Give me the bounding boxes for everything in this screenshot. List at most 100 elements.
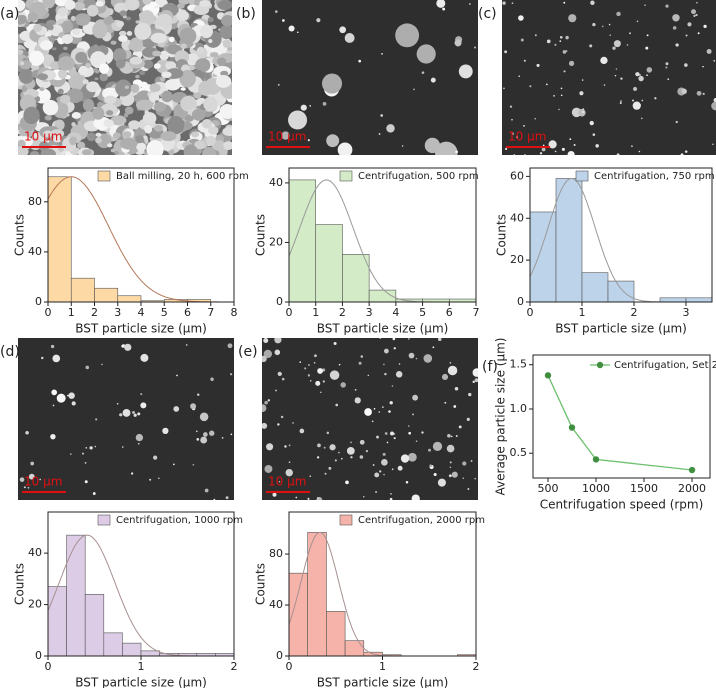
- bar: [315, 224, 343, 302]
- particle: [398, 363, 401, 365]
- particle: [390, 493, 392, 495]
- legend-label: Centrifugation, 2000 rpm: [358, 515, 485, 526]
- particle: [635, 72, 640, 77]
- particle: [82, 452, 85, 455]
- particle: [433, 472, 437, 477]
- x-tick-label: 2: [91, 306, 98, 319]
- particle: [397, 465, 403, 471]
- particle: [395, 23, 420, 48]
- particle: [684, 63, 688, 67]
- particle: [338, 363, 341, 366]
- particle: [391, 468, 394, 471]
- particle: [82, 79, 89, 85]
- x-tick-label: 0: [45, 306, 52, 319]
- particle: [672, 14, 680, 22]
- particle: [560, 87, 563, 90]
- particle: [184, 114, 194, 122]
- particle: [135, 74, 140, 79]
- particle: [230, 433, 233, 436]
- particle: [340, 382, 346, 388]
- particle: [381, 458, 388, 466]
- particle: [198, 80, 214, 96]
- particle: [154, 124, 163, 132]
- particle: [37, 73, 49, 81]
- particle: [393, 437, 396, 440]
- particle: [86, 132, 96, 142]
- particle: [85, 62, 91, 69]
- y-tick-label: 80: [269, 547, 283, 560]
- legend-swatch: [97, 514, 111, 526]
- particle: [201, 118, 213, 129]
- particle: [183, 144, 198, 155]
- particle: [645, 46, 649, 50]
- particle: [620, 100, 622, 102]
- particle: [185, 344, 188, 346]
- particle: [18, 68, 34, 84]
- particle: [436, 0, 446, 8]
- bar: [607, 280, 635, 302]
- particle: [30, 461, 35, 466]
- scale-bar-label: 10 μm: [24, 130, 62, 144]
- particle: [66, 88, 84, 104]
- scale-bar-label: 10 μm: [268, 475, 306, 489]
- particle: [140, 393, 143, 396]
- particle: [19, 477, 25, 482]
- particle: [281, 19, 285, 22]
- x-tick-label: 3: [683, 306, 690, 319]
- particle: [23, 486, 26, 489]
- particle: [139, 70, 146, 76]
- particle: [191, 108, 206, 121]
- particle: [101, 363, 103, 366]
- x-tick-label: 0: [45, 660, 52, 673]
- particle: [21, 86, 28, 92]
- particle: [322, 101, 327, 106]
- particle: [458, 64, 473, 79]
- particle: [176, 3, 185, 9]
- particle: [42, 0, 56, 9]
- particle: [326, 431, 330, 435]
- x-tick-label: 3: [366, 306, 373, 319]
- particle: [447, 365, 458, 376]
- particle: [315, 380, 321, 386]
- y-tick-label: 1.0: [510, 402, 528, 415]
- particle: [554, 150, 557, 153]
- x-tick-label: 1000: [582, 482, 610, 495]
- y-tick-label: 40: [269, 176, 283, 189]
- particle: [702, 65, 704, 68]
- particle: [646, 34, 649, 37]
- particle: [110, 40, 117, 45]
- particle: [316, 497, 319, 500]
- particle: [684, 150, 688, 153]
- fit-curve: [48, 534, 234, 656]
- particle: [454, 386, 459, 391]
- particle: [94, 77, 99, 81]
- legend-label: Centrifugation, 1000 rpm: [116, 515, 243, 526]
- x-tick-label: 0: [286, 306, 293, 319]
- particle: [503, 87, 505, 90]
- bar: [84, 593, 105, 656]
- particle: [685, 34, 688, 37]
- particle: [601, 25, 604, 28]
- particle: [140, 402, 147, 409]
- particle: [319, 391, 322, 394]
- bar: [368, 289, 397, 302]
- particle: [326, 134, 340, 148]
- panel-label: (f): [482, 359, 498, 375]
- particle: [18, 49, 24, 55]
- particle: [468, 392, 472, 397]
- particle: [696, 90, 702, 96]
- particle: [579, 91, 584, 96]
- particle: [520, 38, 524, 42]
- sem-content: [262, 338, 478, 500]
- particle: [73, 1, 85, 11]
- particle: [263, 338, 269, 344]
- particle: [221, 15, 232, 27]
- particle: [103, 119, 114, 128]
- particle: [382, 406, 384, 408]
- particle: [534, 117, 537, 120]
- particle: [646, 74, 648, 77]
- particle: [334, 459, 337, 462]
- particle: [412, 394, 419, 401]
- particle: [71, 111, 81, 119]
- particle: [209, 430, 215, 436]
